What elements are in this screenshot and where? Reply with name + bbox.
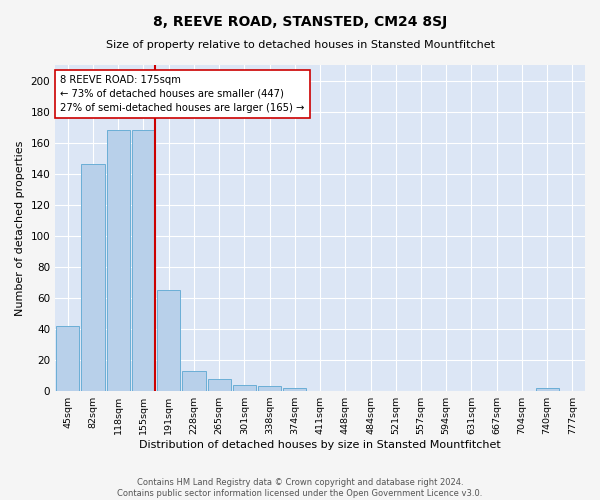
Bar (233, 385, 256, 391)
Bar (283, 388, 307, 391)
Text: Size of property relative to detached houses in Stansted Mountfitchet: Size of property relative to detached ho… (106, 40, 494, 50)
Bar (208, 378, 231, 391)
Bar (56, 326, 79, 391)
Bar (536, 388, 559, 391)
X-axis label: Distribution of detached houses by size in Stansted Mountfitchet: Distribution of detached houses by size … (139, 440, 501, 450)
Bar (182, 371, 206, 391)
Text: 8, REEVE ROAD, STANSTED, CM24 8SJ: 8, REEVE ROAD, STANSTED, CM24 8SJ (153, 15, 447, 29)
Text: 8 REEVE ROAD: 175sqm
← 73% of detached houses are smaller (447)
27% of semi-deta: 8 REEVE ROAD: 175sqm ← 73% of detached h… (61, 75, 305, 113)
Bar (82, 164, 104, 391)
Text: Contains HM Land Registry data © Crown copyright and database right 2024.
Contai: Contains HM Land Registry data © Crown c… (118, 478, 482, 498)
Bar (157, 290, 181, 391)
Bar (132, 130, 155, 391)
Y-axis label: Number of detached properties: Number of detached properties (15, 140, 25, 316)
Bar (107, 130, 130, 391)
Bar (258, 386, 281, 391)
